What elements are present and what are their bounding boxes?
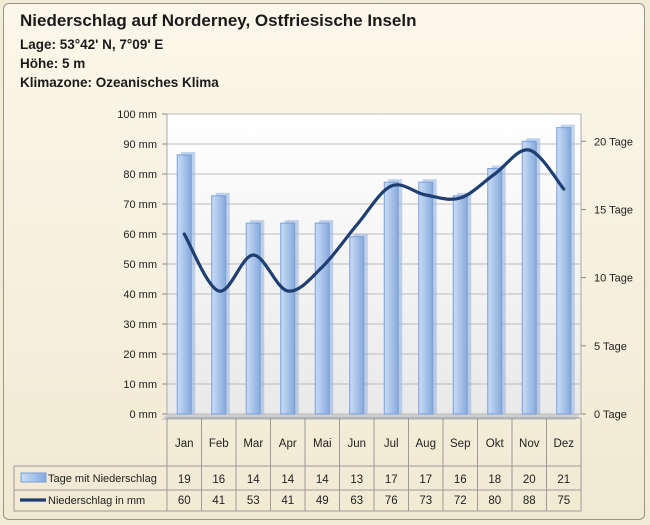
- table-cell-days: 16: [454, 474, 467, 486]
- x-category-label: Feb: [209, 438, 229, 450]
- legend-label-line: Niederschlag in mm: [48, 495, 145, 507]
- x-category-label: Nov: [519, 438, 540, 450]
- table-cell-mm: 76: [385, 495, 398, 507]
- x-category-label: Sep: [450, 438, 470, 450]
- table-cell-days: 14: [281, 474, 294, 486]
- y-left-tick-label: 100 mm: [117, 109, 157, 121]
- bar: [521, 140, 537, 415]
- table-cell-days: 17: [419, 474, 432, 486]
- bar: [280, 222, 296, 415]
- table-cell-mm: 41: [281, 495, 294, 507]
- y-right-tick-label: 5 Tage: [594, 341, 627, 353]
- table-cell-days: 17: [385, 474, 398, 486]
- y-left-tick-label: 70 mm: [123, 199, 157, 211]
- table-cell-days: 18: [488, 474, 501, 486]
- bar: [487, 168, 503, 415]
- table-cell-days: 19: [178, 474, 191, 486]
- table-cell-days: 14: [247, 474, 260, 486]
- y-left-tick-label: 80 mm: [123, 169, 157, 181]
- y-left-tick-label: 10 mm: [123, 379, 157, 391]
- table-cell-mm: 72: [454, 495, 467, 507]
- chart-title: Niederschlag auf Norderney, Ostfriesisch…: [20, 11, 417, 30]
- bar: [383, 181, 399, 415]
- table-cell-mm: 73: [419, 495, 432, 507]
- y-right-tick-label: 20 Tage: [594, 136, 633, 148]
- table-cell-days: 20: [523, 474, 536, 486]
- legend-key-bars: [20, 472, 47, 483]
- bar: [349, 236, 365, 415]
- x-category-label: Dez: [554, 438, 575, 450]
- table-cell-days: 13: [350, 474, 363, 486]
- x-category-label: Apr: [279, 438, 297, 450]
- x-category-label: Jul: [384, 438, 399, 450]
- y-right-tick-label: 10 Tage: [594, 273, 633, 285]
- table-cell-days: 21: [557, 474, 570, 486]
- climate-zone-label: Klimazone: Ozeanisches Klima: [20, 75, 219, 90]
- legend-label-bars: Tage mit Niederschlag: [48, 473, 157, 485]
- bar: [245, 222, 261, 415]
- bar: [556, 127, 572, 415]
- y-right-tick-label: 0 Tage: [594, 409, 627, 421]
- table-cell-mm: 60: [178, 495, 191, 507]
- bar: [452, 195, 468, 415]
- plot-floor: [161, 414, 581, 420]
- y-left-tick-label: 50 mm: [123, 259, 157, 271]
- bar: [211, 195, 227, 415]
- x-category-label: Okt: [486, 438, 505, 450]
- y-left-tick-label: 90 mm: [123, 139, 157, 151]
- y-right-tick-label: 15 Tage: [594, 204, 633, 216]
- table-cell-mm: 41: [212, 495, 225, 507]
- x-category-label: Mar: [243, 438, 263, 450]
- table-cell-mm: 88: [523, 495, 536, 507]
- precipitation-line: [182, 148, 566, 293]
- location-label: Lage: 53°42' N, 7°09' E: [20, 37, 164, 52]
- x-category-label: Jun: [347, 438, 366, 450]
- y-left-tick-label: 60 mm: [123, 229, 157, 241]
- x-category-label: Mai: [313, 438, 332, 450]
- table-cell-days: 14: [316, 474, 329, 486]
- legend-frame: [13, 465, 168, 512]
- y-left-tick-label: 30 mm: [123, 319, 157, 331]
- altitude-label: Höhe: 5 m: [20, 56, 86, 71]
- table-cell-mm: 53: [247, 495, 260, 507]
- table-cell-mm: 49: [316, 495, 329, 507]
- bar: [418, 181, 434, 415]
- table-cell-mm: 75: [557, 495, 570, 507]
- bar: [176, 154, 192, 415]
- y-left-tick-label: 40 mm: [123, 289, 157, 301]
- table-cell-mm: 63: [350, 495, 363, 507]
- y-left-tick-label: 20 mm: [123, 349, 157, 361]
- table-cell-days: 16: [212, 474, 225, 486]
- table-cell-mm: 80: [488, 495, 501, 507]
- bar: [314, 222, 330, 415]
- y-left-tick-label: 0 mm: [130, 409, 158, 421]
- x-category-label: Aug: [416, 438, 436, 450]
- x-category-label: Jan: [175, 438, 194, 450]
